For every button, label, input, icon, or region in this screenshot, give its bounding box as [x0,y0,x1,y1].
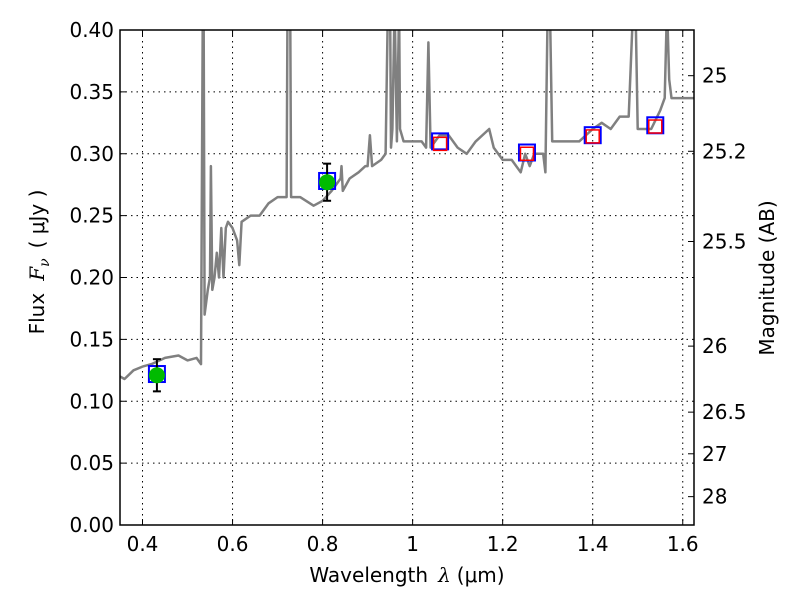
observed-point [148,367,165,384]
y-axis: 0.00 0.05 0.10 0.15 0.20 0.25 0.30 0.35 0.40 [69,18,126,537]
y-tick-label: 0.30 [69,142,114,166]
x-tick-label: 0.8 [307,532,339,556]
grid [120,30,694,525]
y2-tick-label: 25.5 [702,230,747,254]
y-tick-label: 0.10 [69,389,114,413]
x-tick-label: 1.6 [667,532,699,556]
y-axis-label: FluxFν( μJy ) [25,190,53,335]
predicted-band-square [432,136,448,152]
y2-axis-label: Magnitude (AB) [755,200,779,355]
y-tick-label: 0.25 [69,204,114,228]
y2-tick-label: 25.2 [702,139,747,163]
predicted-band-square [519,146,535,161]
y2-tick-label: 25 [702,64,727,88]
y2-tick-label: 26.5 [702,400,747,424]
y2-tick-label: 26 [702,334,727,358]
y-tick-label: 0.00 [69,513,114,537]
y2-axis: 25 25.2 25.5 26 26.5 27 28 [688,64,747,509]
observed-point [319,174,336,191]
y-tick-label: 0.15 [69,327,114,351]
x-axis-label: Wavelength λ (μm) [309,563,504,587]
y2-tick-label: 27 [702,442,727,466]
x-tick-label: 1 [406,532,419,556]
x-tick-label: 0.4 [127,532,159,556]
y-tick-label: 0.05 [69,451,114,475]
x-tick-label: 1.2 [487,532,519,556]
spectrum-layer [120,30,694,381]
spectrum-line [120,30,694,381]
y2-tick-label: 28 [702,485,727,509]
x-axis: 0.4 0.6 0.8 1 1.2 1.4 1.6 [127,30,699,556]
x-tick-label: 1.4 [577,532,609,556]
y-tick-label: 0.20 [69,266,114,290]
model-band-square [431,132,450,151]
y-tick-label: 0.40 [69,18,114,42]
predicted-band-square [585,129,600,144]
predicted-band-square [648,119,663,134]
y-tick-label: 0.35 [69,80,114,104]
x-tick-label: 0.6 [217,532,249,556]
markers-layer [147,116,665,393]
